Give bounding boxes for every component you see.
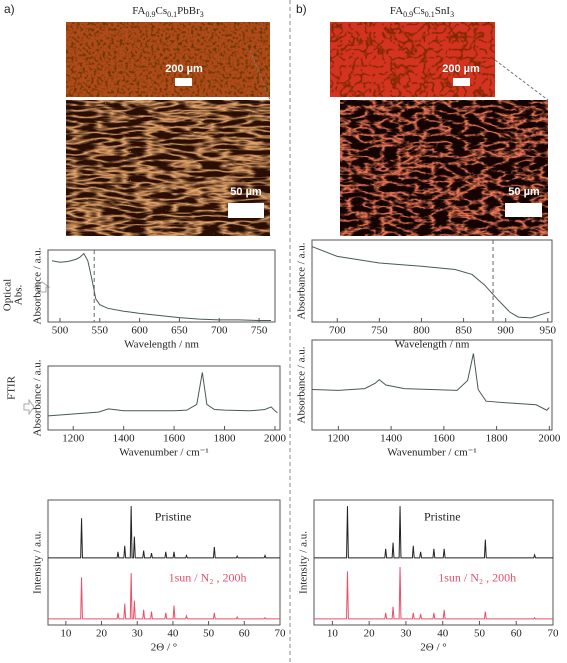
- x-tick-label: 1200: [62, 433, 85, 445]
- formula-part: PbBr: [177, 5, 200, 17]
- series-label: 1sun / N₂ , 200h: [438, 571, 516, 585]
- data-line: [48, 506, 280, 559]
- x-tick-label: 550: [92, 325, 109, 337]
- x-tick-label: 60: [239, 628, 251, 640]
- series-label: Pristine: [424, 509, 461, 523]
- x-tick-label: 20: [96, 628, 108, 640]
- formula: FA0.9Cs0.1PbBr3: [132, 5, 204, 20]
- x-tick-label: 500: [52, 325, 69, 337]
- y-axis-label: Absorbance / a.u.: [32, 247, 44, 324]
- micrograph: [66, 22, 549, 236]
- panel-label: b): [296, 2, 307, 16]
- data-line: [51, 252, 272, 322]
- y-axis-label: Intensity / a.u.: [298, 531, 310, 594]
- data-line: [48, 573, 280, 620]
- y-axis-label: Absorbance / a.u.: [32, 359, 44, 436]
- x-tick-label: 50: [474, 628, 486, 640]
- formula-part: 3: [200, 10, 204, 19]
- x-axis-label: Wavelength / nm: [395, 339, 470, 351]
- formula-part: 3: [450, 10, 454, 19]
- scale-bar-label: 200 µm: [165, 63, 203, 75]
- scale-bar-label: 50 µm: [230, 186, 262, 198]
- y-axis-label: Absorbance / a.u.: [296, 242, 308, 319]
- x-tick-label: 850: [455, 325, 472, 337]
- x-tick-label: 30: [400, 628, 412, 640]
- x-tick-label: 1200: [327, 433, 350, 445]
- side-label: FTIR: [6, 375, 18, 400]
- y-axis-label: Intensity / a.u.: [32, 531, 44, 594]
- scale-bar-label: 200 µm: [442, 63, 480, 75]
- plot-frame: [313, 499, 554, 626]
- x-tick-label: 10: [60, 628, 72, 640]
- x-tick-label: 700: [329, 325, 346, 337]
- x-tick-label: 70: [275, 628, 287, 640]
- formula-part: 0.1: [425, 10, 435, 19]
- x-tick-label: 1600: [163, 433, 186, 445]
- x-tick-label: 10: [327, 628, 339, 640]
- data-line: [47, 372, 278, 417]
- arrow-icon: [33, 281, 51, 293]
- x-axis-label: 2Θ / °: [420, 642, 446, 654]
- formula: FA0.9Cs0.1SnI3: [390, 5, 454, 20]
- x-tick-label: 900: [497, 325, 514, 337]
- data-line: [314, 506, 553, 559]
- data-line: [314, 567, 553, 620]
- formula-part: Cs: [156, 5, 168, 17]
- x-tick-label: 800: [413, 325, 430, 337]
- formula-part: 0.9: [403, 10, 413, 19]
- formula-part: FA: [390, 5, 403, 17]
- x-tick-label: 70: [548, 628, 560, 640]
- x-tick-label: 2000: [264, 433, 287, 445]
- x-tick-label: 40: [437, 628, 449, 640]
- x-tick-label: 2000: [538, 433, 561, 445]
- x-tick-label: 20: [364, 628, 376, 640]
- plot-frame: [47, 365, 281, 431]
- x-tick-label: 30: [132, 628, 144, 640]
- x-tick-label: 50: [203, 628, 215, 640]
- x-axis-label: 2Θ / °: [151, 642, 177, 654]
- plot-frame: [47, 499, 281, 626]
- x-tick-label: 950: [540, 325, 557, 337]
- x-tick-label: 750: [371, 325, 388, 337]
- data-line: [311, 353, 550, 411]
- x-tick-label: 700: [211, 325, 228, 337]
- x-tick-label: 750: [251, 325, 268, 337]
- plot-frame: [47, 249, 276, 323]
- formula-part: 0.9: [146, 10, 156, 19]
- formula-part: SnI: [435, 5, 451, 17]
- x-axis-label: Wavenumber / cm⁻¹: [387, 447, 476, 459]
- scale-bar-label: 50 µm: [508, 186, 540, 198]
- panel-label: a): [4, 2, 15, 16]
- formula-part: Cs: [413, 5, 425, 17]
- x-tick-label: 1800: [214, 433, 237, 445]
- x-tick-label: 40: [167, 628, 179, 640]
- series-label: Pristine: [155, 509, 192, 523]
- x-axis-label: Wavenumber / cm⁻¹: [119, 447, 208, 459]
- x-tick-label: 1400: [113, 433, 136, 445]
- data-line: [311, 246, 550, 319]
- plot-frame: [311, 239, 553, 323]
- x-tick-label: 600: [131, 325, 148, 337]
- side-label: Optical: [2, 279, 14, 311]
- x-tick-label: 650: [171, 325, 188, 337]
- x-axis-label: Wavelength / nm: [124, 339, 199, 351]
- x-tick-label: 1400: [380, 433, 403, 445]
- formula-part: FA: [132, 5, 145, 17]
- x-tick-label: 60: [511, 628, 523, 640]
- plot-frame: [311, 339, 553, 431]
- side-label: Abs.: [13, 285, 25, 306]
- y-axis-label: Absorbance / a.u.: [296, 346, 308, 423]
- x-tick-label: 1800: [486, 433, 509, 445]
- arrow-icon: [23, 398, 35, 416]
- series-label: 1sun / N₂ , 200h: [169, 571, 247, 585]
- x-tick-label: 1600: [433, 433, 456, 445]
- formula-part: 0.1: [167, 10, 177, 19]
